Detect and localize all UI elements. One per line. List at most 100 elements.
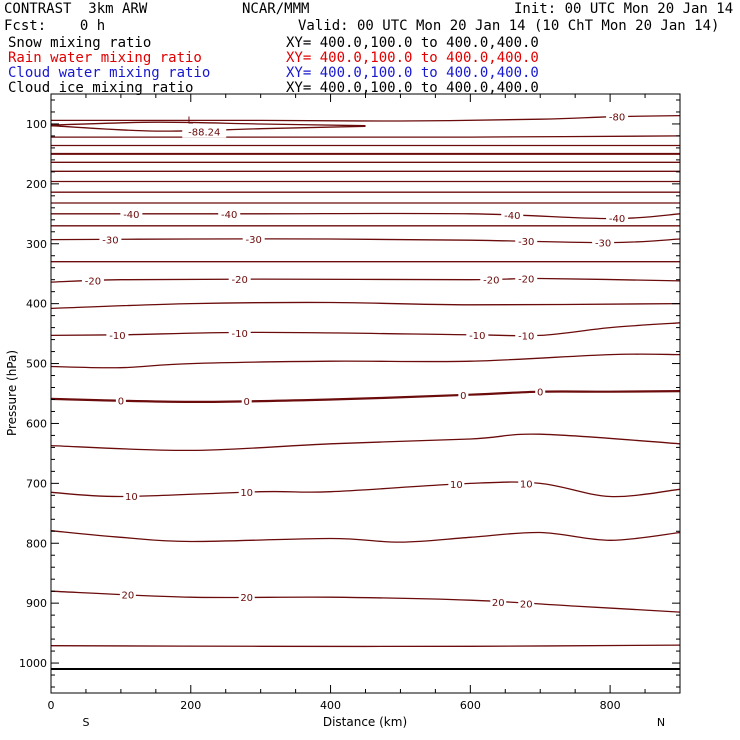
contour-label-bg: [515, 329, 538, 342]
contour-line: [51, 530, 680, 543]
contour-label: 20: [492, 598, 505, 609]
contour-label: -40: [504, 211, 520, 222]
contour-label-bg: [448, 478, 465, 491]
contour-label-bg: [518, 597, 535, 610]
contour-label: -80: [609, 113, 625, 124]
field-name: Snow mixing ratio: [8, 35, 152, 51]
y-tick-label: 300: [26, 238, 47, 251]
contour-label-bg: [242, 232, 265, 245]
contour-line: [51, 238, 680, 244]
contour-label: -30: [246, 235, 262, 246]
x-tick-label: 400: [320, 699, 341, 712]
x-tick-label: 600: [460, 699, 481, 712]
contour-line: [51, 590, 680, 613]
init-time: Init: 00 UTC Mon 20 Jan 14: [514, 1, 734, 17]
forecast-hour: Fcst: 0 h: [4, 18, 106, 34]
contour-label: -10: [109, 331, 125, 342]
low-marker-bg: [182, 125, 227, 138]
y-tick-label: 400: [26, 298, 47, 311]
x-axis-title: Distance (km): [323, 715, 407, 729]
contour-label: -20: [518, 275, 534, 286]
contour-lines: [51, 114, 680, 671]
contour-labels: 20 20 20 20 10 10 10 10 0 0 0 0 -10 -10 -10 -10 -20 -20 -2…: [81, 110, 629, 610]
contour-line: [51, 212, 680, 220]
y-tick-label: 600: [26, 417, 47, 430]
low-marker-value: -88.24: [188, 128, 220, 139]
center-name: NCAR/MMM: [242, 1, 310, 17]
contour-label: -30: [595, 238, 611, 249]
y-tick-label: 500: [26, 358, 47, 371]
contour-label-bg: [480, 273, 503, 286]
contour-label-bg: [458, 388, 469, 401]
field-xy: XY= 400.0,100.0 to 400.0,400.0: [286, 35, 539, 51]
y-tick-label: 800: [26, 537, 47, 550]
contour-label-bg: [115, 394, 126, 407]
contour-label-bg: [228, 273, 251, 286]
field-xy: XY= 400.0,100.0 to 400.0,400.0: [286, 65, 539, 81]
contour-label-bg: [218, 207, 241, 220]
contour-label: 10: [450, 480, 463, 491]
contour-line: [51, 114, 680, 122]
contour-label-bg: [238, 486, 255, 499]
contour-label-bg: [106, 328, 129, 341]
contour-label: 10: [520, 479, 533, 490]
x-tick-label: 800: [600, 699, 621, 712]
contour-label: -10: [232, 329, 248, 340]
contour-label: 10: [125, 492, 138, 503]
south-end-label: S: [83, 716, 90, 729]
contour-line: [51, 135, 680, 138]
contour-line: [51, 121, 366, 127]
contour-label-bg: [501, 209, 524, 222]
field-name: Rain water mixing ratio: [8, 50, 202, 66]
contour-label: -10: [469, 331, 485, 342]
contour-label-bg: [119, 588, 136, 601]
contour-label: -40: [221, 210, 237, 221]
contour-label-bg: [466, 328, 489, 341]
contour-line: [51, 301, 680, 310]
contour-label: -20: [232, 275, 248, 286]
contour-label-bg: [592, 236, 615, 249]
y-tick-label: 900: [26, 597, 47, 610]
contour-line: [51, 277, 680, 283]
contour-label: 0: [244, 397, 250, 408]
valid-time: Valid: 00 UTC Mon 20 Jan 14 (10 ChT Mon …: [298, 18, 720, 34]
contour-label-bg: [490, 595, 507, 608]
contour-label-bg: [123, 490, 140, 503]
contour-label: -30: [518, 237, 534, 248]
contour-label: 20: [122, 590, 135, 601]
contour-label: 10: [240, 488, 253, 499]
field-xy: XY= 400.0,100.0 to 400.0,400.0: [286, 50, 539, 66]
contour-label-bg: [99, 233, 122, 246]
contour-label: -20: [483, 275, 499, 286]
contour-line: [51, 481, 680, 498]
contour-label: -30: [102, 235, 118, 246]
y-tick-label: 100: [26, 118, 47, 131]
contour-label-bg: [606, 212, 629, 225]
contour-label: 20: [520, 599, 533, 610]
contour-label: -10: [518, 331, 534, 342]
contour-label: -40: [609, 214, 625, 225]
contour-label: -40: [123, 210, 139, 221]
y-tick-label: 1000: [19, 657, 47, 670]
contour-label-bg: [606, 110, 629, 123]
y-axis-title: Pressure (hPa): [5, 350, 19, 436]
contour-line: [51, 390, 680, 404]
contour-label: 20: [240, 593, 253, 604]
y-tick-label: 200: [26, 178, 47, 191]
field-name: Cloud water mixing ratio: [8, 65, 211, 81]
contour-line: [51, 322, 680, 337]
contour-line: [51, 644, 680, 648]
contour-label-bg: [535, 385, 546, 398]
field-xy: XY= 400.0,100.0 to 400.0,400.0: [286, 80, 539, 96]
y-tick-label: 700: [26, 477, 47, 490]
x-tick-label: 200: [180, 699, 201, 712]
contour-label: 0: [460, 391, 466, 402]
contour-label-bg: [518, 477, 535, 490]
contour-label-bg: [81, 274, 104, 287]
low-marker-symbol: L: [187, 116, 193, 127]
x-tick-label: 0: [48, 699, 55, 712]
chart-title: CONTRAST 3km ARW: [4, 1, 148, 17]
contour-label-bg: [228, 326, 251, 339]
